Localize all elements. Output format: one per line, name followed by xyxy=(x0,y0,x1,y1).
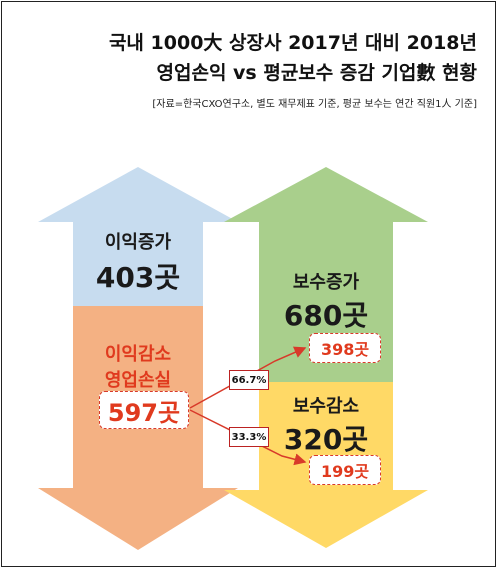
share-to-pay-decrease: 33.3% xyxy=(229,427,269,447)
pay-decrease-count: 320곳 xyxy=(283,423,369,456)
source-note: [자료=한국CXO연구소, 별도 재무제표 기준, 평균 보수는 연간 직원1人… xyxy=(152,99,477,110)
profit-increase-count: 403곳 xyxy=(95,261,181,294)
profit-increase-arrow xyxy=(38,167,238,306)
pay-decrease-label: 보수감소 xyxy=(292,396,360,417)
profit-decrease-label: 이익감소 xyxy=(104,344,172,365)
pay-increase-arrow xyxy=(224,167,428,382)
title-line-2: 영업손익 vs 평균보수 증감 기업數 현황 xyxy=(156,62,478,84)
pay-increase-count: 680곳 xyxy=(283,299,369,332)
connector-to-pay-decrease xyxy=(189,409,307,466)
share-to-pay-increase: 66.7% xyxy=(229,370,269,390)
title-line-1: 국내 1000大 상장사 2017년 대비 2018년 xyxy=(108,32,477,54)
pay-decrease-subcount: 199곳 xyxy=(309,455,381,485)
profit-decrease-count: 597곳 xyxy=(99,391,189,429)
connector-to-pay-increase xyxy=(189,346,307,409)
operating-loss-label: 영업손실 xyxy=(104,370,172,391)
profit-increase-label: 이익증가 xyxy=(104,232,172,253)
pay-increase-subcount: 398곳 xyxy=(309,333,381,363)
pay-increase-label: 보수증가 xyxy=(292,272,360,293)
